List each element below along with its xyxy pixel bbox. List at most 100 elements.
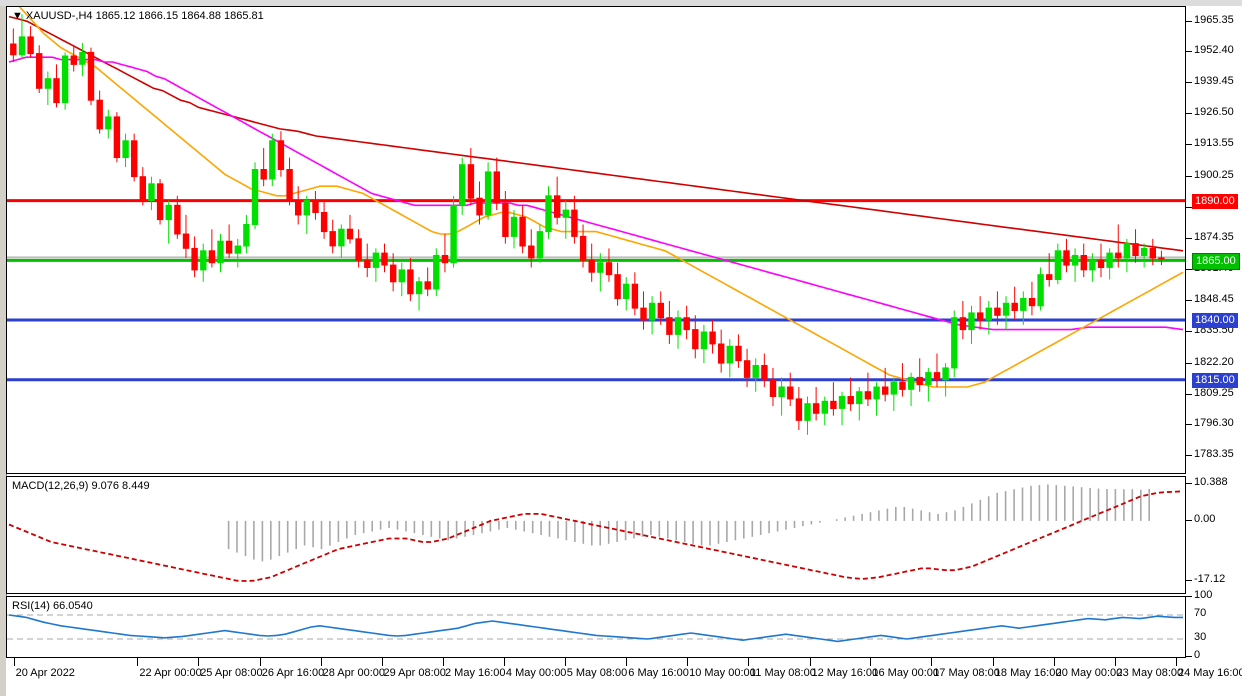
time-axis-tick [1114, 658, 1116, 666]
candle-body [269, 140, 276, 180]
candle-body [528, 245, 535, 259]
candle-body [18, 36, 26, 56]
macd-axis-label: 10.388 [1194, 476, 1228, 489]
candle-body [933, 372, 941, 381]
time-axis-tick [931, 658, 933, 666]
candle-body [683, 317, 690, 331]
price-axis-tick [1186, 362, 1192, 364]
candle-body [588, 259, 595, 273]
time-axis-label: 2 May 16:00 [445, 667, 506, 679]
price-axis-label: 1939.45 [1194, 75, 1234, 88]
time-axis-label: 10 May 00:00 [689, 667, 756, 679]
candle-body [623, 283, 630, 300]
rsi-axis-label: 0 [1194, 649, 1201, 661]
price-chart-svg [7, 7, 1185, 435]
time-axis-label: 25 Apr 08:00 [200, 667, 263, 679]
rsi-axis-label: 100 [1194, 589, 1213, 601]
time-axis-label: 4 May 00:00 [505, 667, 567, 679]
candle-body [450, 204, 457, 264]
price-level-chip-1840[interactable]: 1840.00 [1192, 313, 1238, 329]
candle-body [648, 302, 656, 321]
candle-body [10, 43, 17, 56]
candle-body [1020, 298, 1027, 311]
time-axis-tick [748, 658, 749, 666]
candle-body [139, 176, 147, 202]
time-axis-tick [992, 658, 994, 666]
ma-mid-line [8, 56, 1184, 331]
candle-body [165, 204, 172, 221]
candle-body [424, 281, 431, 290]
time-axis-tick [198, 658, 200, 666]
time-axis-tick [381, 658, 383, 666]
candle-body [476, 197, 483, 216]
price-chart-pane[interactable]: ▼ XAUUSD-,H4 1865.12 1866.15 1864.88 1865… [6, 6, 1186, 474]
price-axis-label: 1796.30 [1194, 417, 1234, 430]
price-axis-tick [1186, 113, 1192, 115]
candle-body [1046, 274, 1053, 281]
candle-body [390, 264, 397, 283]
candle-body [105, 116, 112, 130]
candle-body [79, 51, 86, 65]
time-axis-tick [13, 658, 15, 666]
rsi-axis-label: 30 [1194, 631, 1207, 643]
candle-body [890, 381, 897, 395]
candle-body [735, 345, 742, 362]
price-axis-label: 1783.35 [1194, 448, 1234, 461]
candle-body [761, 365, 768, 381]
candle-body [968, 312, 975, 331]
candle-body [718, 343, 725, 364]
candle-body [812, 403, 820, 414]
price-legend: ▼ XAUUSD-,H4 1865.12 1866.15 1864.88 1865… [12, 10, 264, 22]
candle-body [364, 259, 371, 269]
price-axis-tick [1186, 299, 1192, 301]
rsi-indicator-pane[interactable]: RSI(14) 66.0540 [6, 596, 1186, 658]
price-axis-tick [1186, 176, 1192, 178]
candle-body [484, 171, 492, 216]
time-axis-label: 24 May 16:00 [1178, 667, 1242, 679]
candle-body [441, 255, 449, 264]
candle-body [493, 171, 501, 204]
candle-body [467, 164, 475, 199]
candle-body [856, 391, 863, 405]
price-level-chip-1865[interactable]: 1865.00 [1192, 253, 1240, 271]
candle-body [882, 386, 889, 395]
time-axis-label: 22 Apr 00:00 [139, 667, 202, 679]
candle-body [925, 372, 932, 386]
candle-body [87, 51, 95, 101]
candle-body [1054, 250, 1062, 281]
macd-indicator-pane[interactable]: MACD(12,26,9) 9.076 8.449 [6, 476, 1186, 594]
candle-body [295, 200, 302, 216]
price-level-chip-1890[interactable]: 1890.00 [1192, 193, 1238, 209]
collapse-caret-icon[interactable]: ▼ [12, 10, 23, 22]
candle-body [1063, 250, 1070, 266]
price-axis-label: 1874.35 [1194, 230, 1234, 243]
candle-body [303, 200, 311, 216]
macd-axis-tick [1186, 519, 1192, 521]
price-axis[interactable]: 1965.35 1952.40 1939.45 1926.50 1913.55 1900.… [1186, 6, 1242, 661]
price-axis-tick [1186, 207, 1192, 209]
candle-body [191, 247, 198, 271]
price-axis-label: 1926.50 [1194, 106, 1234, 119]
candle-body [312, 200, 319, 214]
candle-body [131, 140, 138, 178]
price-axis-label: 1913.55 [1194, 137, 1234, 150]
candle-body [1089, 259, 1096, 271]
candle-body [502, 202, 509, 237]
candle-body [234, 245, 242, 254]
candle-body [1011, 302, 1018, 311]
candle-body [1097, 259, 1105, 269]
time-axis-label: 12 May 16:00 [811, 667, 879, 679]
time-axis-tick [503, 658, 505, 666]
time-axis-tick [1053, 658, 1055, 666]
price-axis-label: 1900.25 [1194, 169, 1234, 182]
price-axis-tick [1186, 268, 1192, 270]
candle-body [1123, 243, 1131, 259]
candle-body [381, 252, 388, 266]
candle-body [536, 231, 544, 259]
candle-body [778, 386, 785, 398]
candle-body [243, 224, 250, 247]
time-axis-label: 20 May 00:00 [1055, 667, 1123, 679]
price-level-chip-1815[interactable]: 1815.00 [1192, 372, 1238, 388]
candle-body [459, 164, 466, 206]
